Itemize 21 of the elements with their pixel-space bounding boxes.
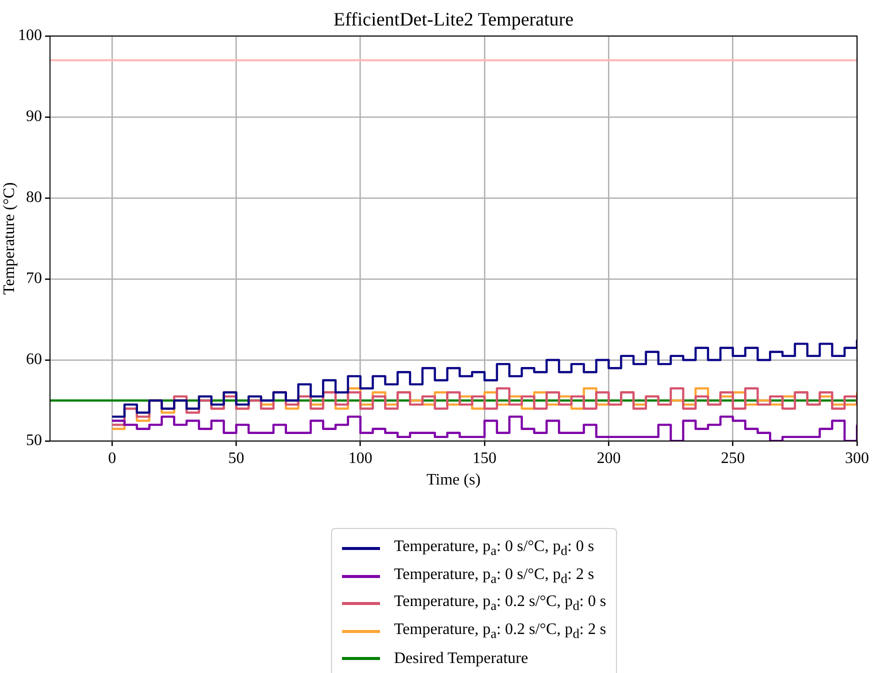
- x-tick-label: 100: [348, 450, 372, 467]
- x-tick-label: 250: [720, 450, 745, 467]
- legend-label: Temperature, p$_{a}$: 0 s/°C, p$_{d}$: 0 s: [394, 538, 594, 560]
- legend-label: Temperature, p$_{a}$: 0.2 s/°C, p$_{d}$: 0 s: [394, 593, 606, 614]
- chart-title: EfficientDet-Lite2 Temperature: [333, 9, 574, 30]
- x-tick-label: 150: [472, 450, 497, 467]
- x-tick-label: 0: [108, 450, 116, 467]
- y-tick-label: 90: [26, 108, 42, 126]
- y-tick-label: 70: [26, 270, 42, 288]
- y-tick-label: 50: [26, 432, 42, 450]
- legend-label: Temperature, p$_{a}$: 0 s/°C, p$_{d}$: 2 s: [394, 566, 594, 587]
- legend-label: Temperature, p$_{a}$: 0.2 s/°C, p$_{d}$: 2 s: [394, 620, 606, 642]
- y-tick-label: 60: [26, 351, 42, 368]
- y-tick-label: 80: [26, 189, 42, 206]
- y-axis-title: Temperature (°C): [0, 182, 18, 295]
- x-tick-label: 200: [596, 450, 621, 467]
- x-tick-label: 300: [845, 450, 869, 467]
- x-tick-label: 50: [228, 450, 244, 467]
- x-axis-title: Time (s): [426, 472, 481, 489]
- legend-label: Desired Temperature: [394, 650, 528, 668]
- y-tick-label: 100: [18, 27, 42, 44]
